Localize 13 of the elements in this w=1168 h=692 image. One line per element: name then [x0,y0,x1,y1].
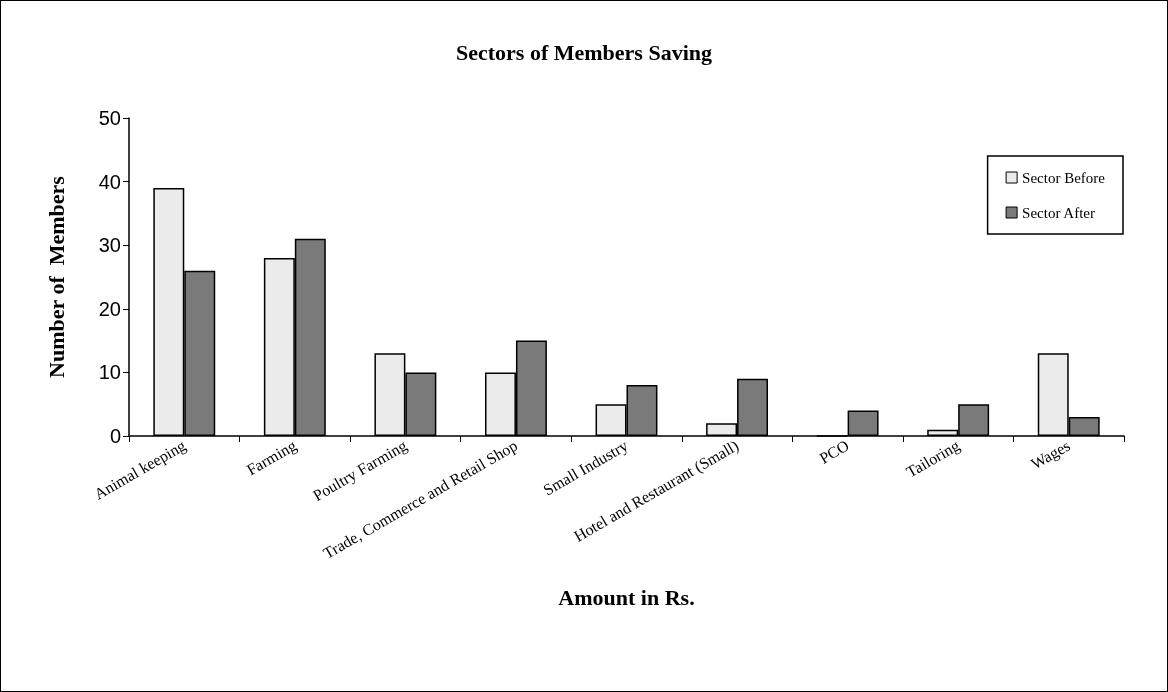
y-tick-label: 20 [98,297,121,320]
y-tick-label: 50 [98,107,121,129]
y-axis-title: Number of Members [43,175,69,378]
legend-label: Sector After [1022,204,1096,221]
y-tick-label: 30 [98,234,121,257]
legend-label: Sector Before [1022,169,1106,186]
x-tick-label: Wages [1027,436,1074,474]
y-tick-label: 10 [98,361,121,384]
chart-title: Sectors of Members Saving [455,39,713,65]
y-tick-label: 40 [98,170,121,193]
y-tick-label: 0 [109,425,121,447]
x-axis-title: Amount in Rs. [558,584,695,610]
x-tick-label: PCO [816,436,852,467]
